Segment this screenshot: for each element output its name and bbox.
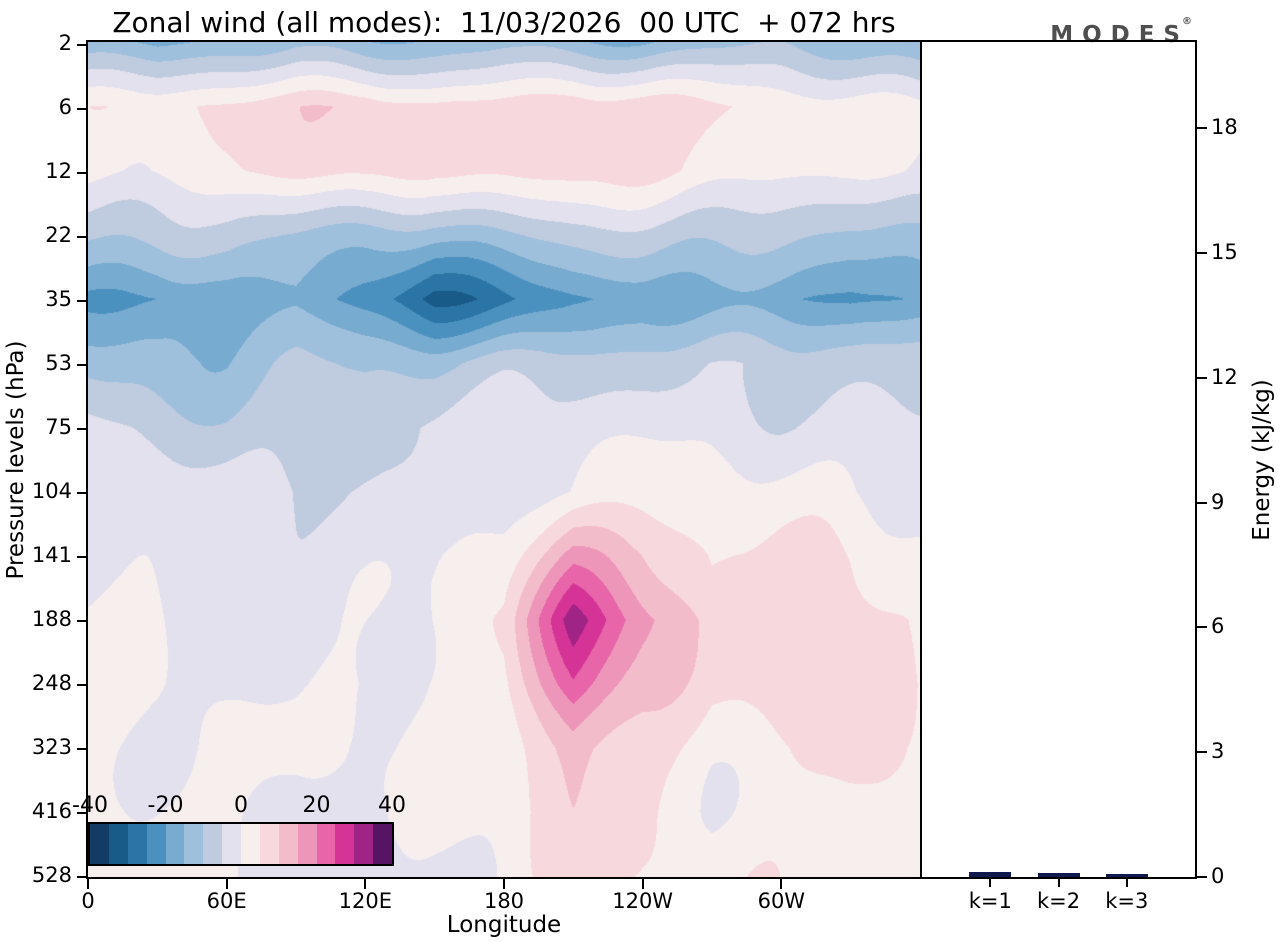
modes-logo-text: MODES (1050, 22, 1189, 48)
plot-title: Zonal wind (all modes): 11/03/2026 00 UT… (112, 6, 896, 39)
pressure-axis-tick-label: 528 (31, 863, 72, 887)
energy-bar-label: k=2 (1036, 889, 1081, 913)
ylabel-pressure: Pressure levels (hPa) (3, 340, 29, 580)
pressure-axis-tick-label: 188 (31, 607, 72, 631)
longitude-axis-tick (503, 879, 505, 889)
pressure-axis-tick-label: 248 (31, 671, 72, 695)
longitude-axis-tick-label: 60E (206, 889, 247, 913)
energy-axis-tick (1197, 751, 1207, 754)
longitude-axis-tick-label: 180 (483, 889, 525, 913)
xlabel-longitude: Longitude (446, 912, 562, 938)
modes-logo: MODES® (1050, 16, 1192, 48)
energy-bar-label: k=3 (1105, 889, 1149, 913)
energy-axis-tick-label: 18 (1211, 115, 1238, 140)
contour-canvas (88, 42, 920, 877)
longitude-axis-tick (225, 879, 228, 889)
energy-bar-tick (1057, 879, 1060, 887)
energy-axis-tick (1197, 501, 1207, 504)
ylabel-energy: Energy (kJ/kg) (1249, 379, 1275, 541)
panel-divider (920, 42, 922, 877)
pressure-axis-tick-label: 416 (31, 799, 72, 823)
energy-axis-tick (1197, 252, 1207, 254)
plot-frame (86, 40, 1197, 879)
pressure-axis-tick-label: 12 (45, 159, 72, 183)
energy-axis-tick-label: 15 (1211, 240, 1238, 264)
pressure-axis-tick-label: 6 (58, 95, 72, 119)
pressure-axis-tick-label: 35 (45, 287, 72, 311)
longitude-axis-tick-label: 0 (81, 889, 95, 913)
longitude-axis-tick-label: 120E (338, 889, 392, 913)
energy-bar-tick (1125, 879, 1128, 887)
longitude-axis-tick (87, 879, 89, 889)
energy-axis-tick (1197, 876, 1207, 878)
longitude-axis-tick (364, 879, 367, 889)
energy-axis-tick-label: 0 (1211, 864, 1225, 888)
energy-axis-tick (1197, 376, 1207, 379)
registered-mark-icon: ® (1182, 16, 1192, 27)
longitude-axis-tick-label: 60W (757, 889, 806, 913)
energy-bar-tick (989, 879, 992, 887)
energy-bar-label: k=1 (968, 889, 1012, 913)
pressure-axis-tick-label: 2 (58, 31, 72, 55)
energy-axis-tick (1197, 127, 1207, 130)
longitude-axis-tick-label: 120W (612, 889, 674, 913)
longitude-axis-tick (780, 879, 783, 889)
pressure-axis-tick-label: 323 (31, 735, 72, 759)
longitude-axis-tick (641, 879, 644, 889)
pressure-axis-tick-label: 22 (45, 223, 72, 247)
energy-axis-tick (1197, 626, 1207, 629)
energy-axis-tick-label: 6 (1211, 614, 1225, 639)
energy-axis-tick-label: 3 (1211, 739, 1225, 764)
